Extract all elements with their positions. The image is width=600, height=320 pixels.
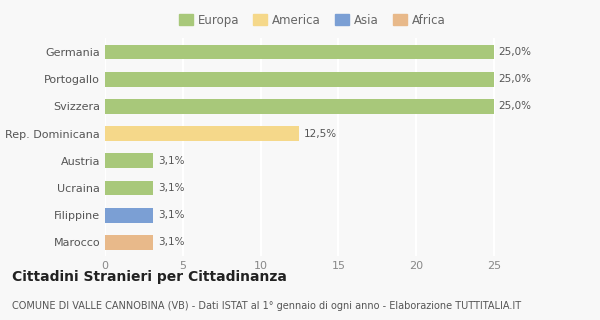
Bar — [105, 44, 494, 60]
Bar — [105, 126, 299, 141]
Legend: Europa, America, Asia, Africa: Europa, America, Asia, Africa — [174, 9, 450, 32]
Text: 12,5%: 12,5% — [304, 129, 337, 139]
Bar — [105, 72, 494, 87]
Bar — [105, 208, 153, 223]
Text: COMUNE DI VALLE CANNOBINA (VB) - Dati ISTAT al 1° gennaio di ogni anno - Elabora: COMUNE DI VALLE CANNOBINA (VB) - Dati IS… — [12, 301, 521, 311]
Text: 25,0%: 25,0% — [499, 101, 532, 111]
Text: 25,0%: 25,0% — [499, 74, 532, 84]
Text: 3,1%: 3,1% — [158, 183, 184, 193]
Text: 3,1%: 3,1% — [158, 237, 184, 247]
Text: Cittadini Stranieri per Cittadinanza: Cittadini Stranieri per Cittadinanza — [12, 270, 287, 284]
Bar — [105, 235, 153, 250]
Bar — [105, 180, 153, 196]
Text: 3,1%: 3,1% — [158, 156, 184, 166]
Text: 3,1%: 3,1% — [158, 210, 184, 220]
Bar — [105, 153, 153, 168]
Text: 25,0%: 25,0% — [499, 47, 532, 57]
Bar — [105, 99, 494, 114]
